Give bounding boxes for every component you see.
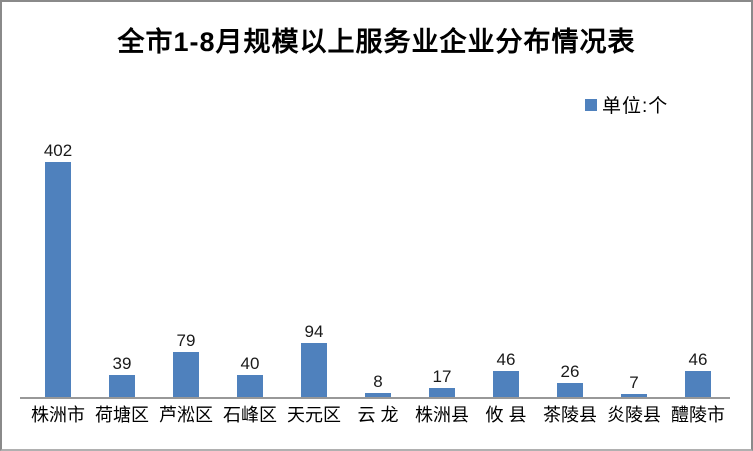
legend-swatch-icon — [585, 98, 597, 111]
category-label: 芦淞区 — [159, 405, 213, 425]
bar-band: 17 — [410, 142, 474, 398]
bar-value-label: 79 — [176, 331, 196, 350]
bar-value-label: 17 — [432, 367, 452, 386]
bar-band: 46 — [666, 142, 730, 398]
bar-value-label: 8 — [373, 372, 383, 391]
bar-band: 40 — [218, 142, 282, 398]
x-axis-labels: 株洲市 荷塘区 芦淞区 石峰区 天元区云 龙株洲县攸 县茶陵县 炎陵县 醴陵市 — [26, 403, 730, 427]
bar-band: 7 — [602, 142, 666, 398]
bar-value-label: 46 — [688, 350, 708, 369]
bar — [621, 394, 647, 398]
legend: 单位:个 — [585, 91, 668, 118]
category-label: 天元区 — [287, 405, 341, 425]
x-axis-line — [20, 397, 730, 399]
bar-value-label: 7 — [629, 373, 639, 392]
bar — [365, 393, 391, 398]
legend-label: 单位:个 — [602, 96, 669, 117]
bar-band: 8 — [346, 142, 410, 398]
bar-value-label: 40 — [240, 354, 260, 373]
bar-value-label: 402 — [43, 141, 73, 160]
plot-area: 402 39 79 40 94 8 17 46 26 7 46 — [26, 142, 730, 398]
bar — [493, 371, 519, 398]
bar — [109, 375, 135, 398]
category-label: 攸 县 — [485, 405, 527, 425]
bar-value-label: 26 — [560, 362, 580, 381]
category-label: 株洲市 — [31, 405, 85, 425]
bar — [45, 162, 71, 398]
bar — [685, 371, 711, 398]
category-label: 茶陵县 — [543, 405, 597, 425]
bar-band: 402 — [26, 142, 90, 398]
bar-value-label: 39 — [112, 354, 132, 373]
category-label: 荷塘区 — [95, 405, 149, 425]
bar-band: 46 — [474, 142, 538, 398]
category-label: 醴陵市 — [671, 405, 725, 425]
bar-value-label: 46 — [496, 350, 516, 369]
bar-band: 94 — [282, 142, 346, 398]
bar — [173, 352, 199, 398]
bar-band: 26 — [538, 142, 602, 398]
category-label: 株洲县 — [415, 405, 469, 425]
bar — [301, 343, 327, 398]
bar-band: 39 — [90, 142, 154, 398]
bar — [557, 383, 583, 398]
bar-value-label: 94 — [304, 322, 324, 341]
chart-title: 全市1-8月规模以上服务业企业分布情况表 — [117, 27, 636, 57]
category-label: 石峰区 — [223, 405, 277, 425]
bar-band: 79 — [154, 142, 218, 398]
category-label: 云 龙 — [357, 405, 399, 425]
bar — [237, 375, 263, 398]
bar — [429, 388, 455, 398]
category-label: 炎陵县 — [607, 405, 661, 425]
